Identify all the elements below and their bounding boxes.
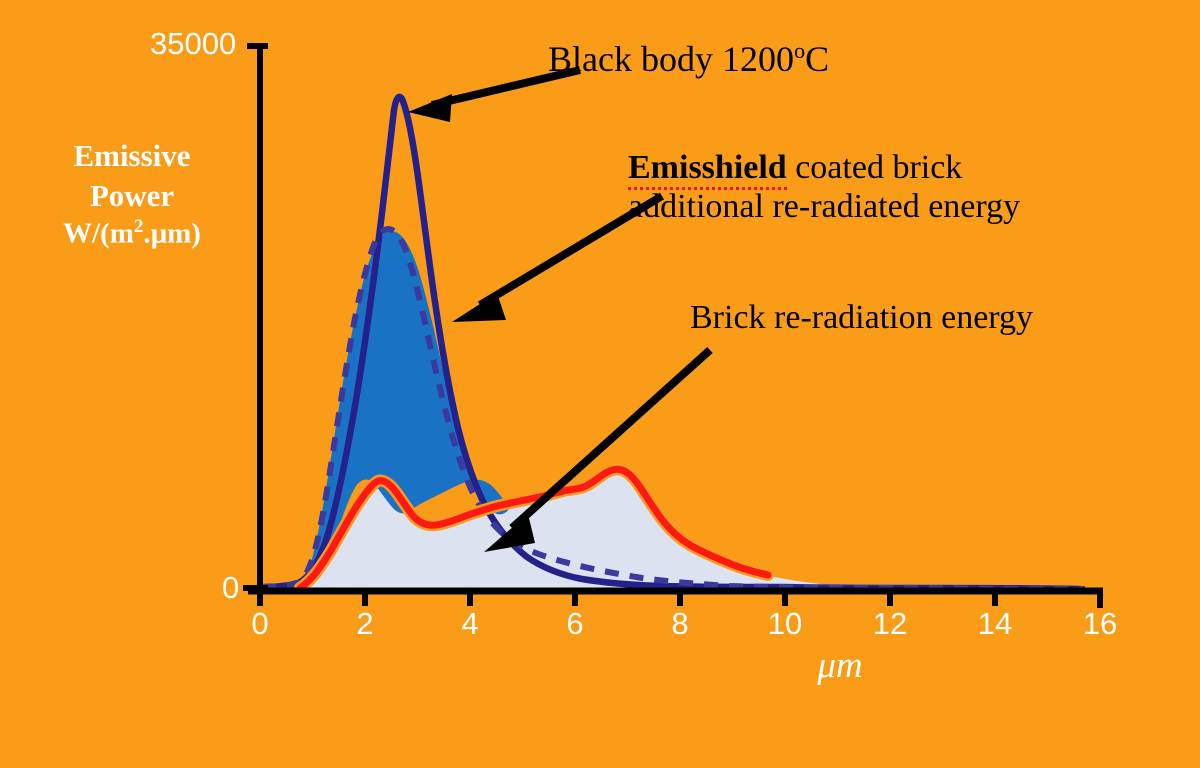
y-axis-unit-exponent: 2 [133,216,144,238]
y-axis-max-label: 35000 [150,26,237,61]
y-axis-title-units: W/(m2.μm) [34,215,230,253]
annotation-emisshield-line2: additional re-radiated energy [628,188,1021,226]
arrow-blackbody [408,66,581,122]
y-axis-title: Emissive Power W/(m2.μm) [34,136,230,253]
y-axis-title-line2: Power [89,177,175,213]
x-axis-title: μm [817,645,863,686]
x-tick-label-16: 16 [1082,606,1118,641]
annotation-blackbody-unit: C [805,39,830,79]
annotation-brick: Brick re-radiation energy [690,299,1034,336]
x-tick-label-14: 14 [977,606,1013,641]
x-tick-label-6: 6 [566,606,584,641]
x-tick-label-4: 4 [461,606,479,641]
annotation-blackbody-text: Black body 1200 [548,39,794,79]
annotation-emisshield-line1-rest: coated brick [786,149,963,186]
x-tick-label-8: 8 [671,606,689,641]
x-tick-label-0: 0 [251,606,269,641]
arrow-brick [484,347,713,552]
brick-curve [296,465,772,590]
emisshield-dashed-curve [261,226,1085,590]
x-axis-ticks [257,591,1103,608]
x-tick-label-2: 2 [356,606,374,641]
x-tick-label-12: 12 [872,606,908,641]
y-axis-unit-suffix: .μm) [143,218,201,250]
y-axis-unit-prefix: W/(m [63,218,134,250]
annotation-arrows [408,66,713,552]
x-tick-label-10: 10 [767,606,803,641]
brick-area-fill [260,469,900,588]
annotation-blackbody: Black body 1200oC [548,38,829,81]
y-axis-min-label: 0 [222,570,240,605]
degree-superscript: o [793,38,806,63]
brand-emisshield: Emisshield [628,149,787,190]
arrow-emisshield [452,192,665,322]
y-axis-title-line1: Emissive [73,138,191,173]
annotation-emisshield: Emisshield coated brick additional re-ra… [628,148,1020,227]
